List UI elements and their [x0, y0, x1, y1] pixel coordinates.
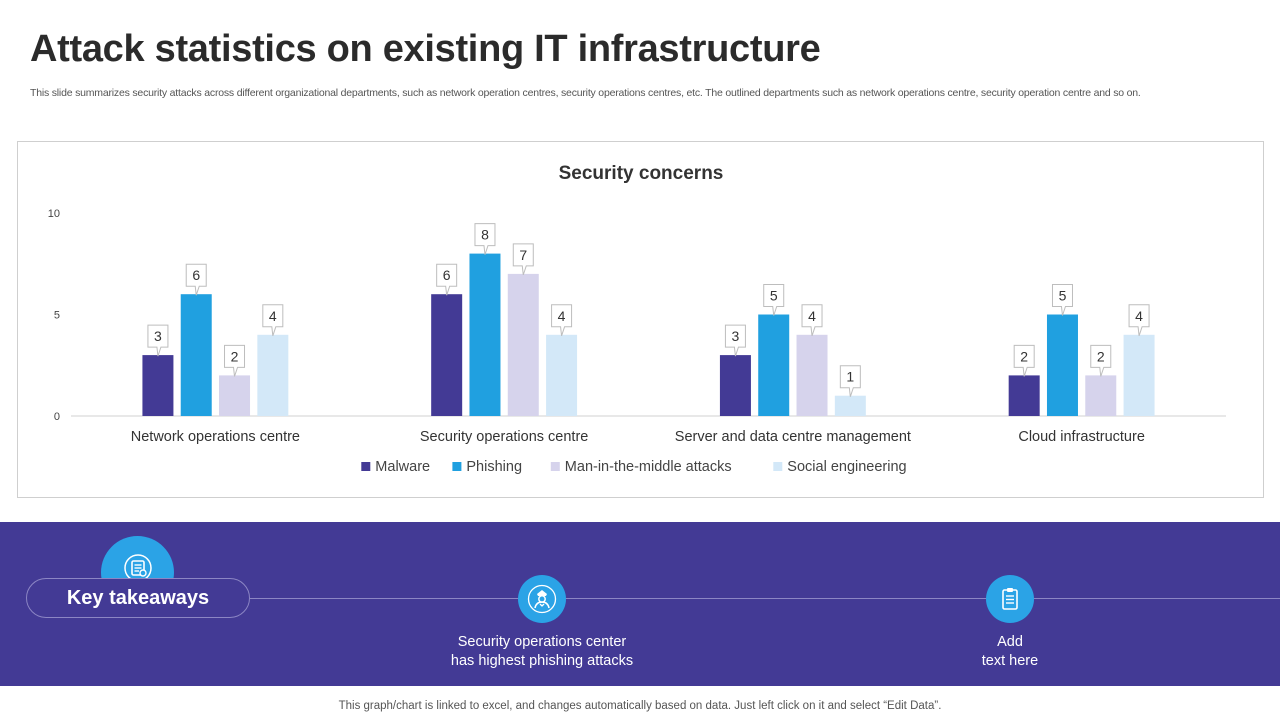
chart-container[interactable]: Security concerns 0 5 10 3 6 2 4 Network operati…	[17, 141, 1264, 498]
bar	[834, 395, 866, 416]
data-label: 4	[808, 308, 816, 324]
bar	[1046, 314, 1078, 416]
data-label: 5	[770, 288, 778, 304]
data-label-callout	[1090, 344, 1112, 377]
y-tick-label: 10	[48, 208, 60, 220]
data-label: 1	[846, 369, 854, 385]
bar	[546, 334, 578, 416]
y-tick-label: 0	[54, 411, 60, 423]
page-subtitle: This slide summarizes security attacks a…	[30, 87, 1141, 99]
takeaway-2-text[interactable]: Add text here	[880, 633, 1140, 671]
clipboard-icon	[1002, 588, 1018, 610]
takeaway-2-line2: text here	[981, 653, 1039, 669]
data-label-callout	[724, 324, 746, 357]
page-title: Attack statistics on existing IT infrast…	[30, 28, 821, 70]
legend-swatch	[550, 462, 560, 471]
bar-chart[interactable]: Security concerns 0 5 10 3 6 2 4 Network operati…	[18, 142, 1265, 499]
bar	[1008, 375, 1040, 416]
data-label-callout	[147, 324, 169, 357]
data-label-callout	[801, 304, 823, 336]
data-label: 2	[1020, 348, 1028, 364]
data-label-callout	[224, 344, 246, 377]
bar	[1085, 375, 1117, 416]
data-label: 6	[192, 267, 200, 283]
data-label: 3	[732, 328, 740, 344]
legend-label: Man-in-the-middle attacks	[565, 459, 732, 475]
data-label: 2	[1097, 348, 1105, 364]
bar	[507, 273, 539, 416]
bar	[796, 334, 828, 416]
data-label-callout	[763, 284, 785, 316]
chart-title: Security concerns	[559, 163, 724, 184]
x-tick-label: Cloud infrastructure	[1018, 429, 1145, 445]
x-tick-label: Network operations centre	[131, 429, 300, 445]
takeaway-2-icon-circle	[986, 575, 1034, 623]
bar	[758, 314, 790, 416]
takeaway-1-line2: has highest phishing attacks	[450, 653, 634, 669]
data-label-callout	[1013, 344, 1035, 377]
data-label-callout	[436, 263, 458, 296]
data-label-callout	[474, 223, 496, 255]
bar	[719, 355, 751, 416]
legend-swatch	[361, 462, 371, 471]
data-label-callout	[512, 243, 534, 276]
legend-swatch	[773, 462, 783, 471]
takeaway-1-line1: Security operations center	[457, 634, 627, 650]
data-label: 4	[269, 308, 277, 324]
data-label: 7	[519, 247, 527, 263]
takeaway-2-line1: Add	[997, 634, 1023, 650]
takeaway-1-text: Security operations center has highest p…	[412, 633, 672, 671]
footer-note: This graph/chart is linked to excel, and…	[338, 700, 942, 712]
data-label-callout	[262, 304, 284, 336]
data-label: 2	[231, 348, 239, 364]
bar	[431, 294, 463, 416]
data-label-callout	[1051, 284, 1073, 316]
bar	[142, 355, 174, 416]
timeline-line	[248, 598, 1280, 599]
security-officer-icon	[527, 584, 557, 614]
legend-label: Social engineering	[787, 459, 906, 475]
key-takeaways-label: Key takeaways	[26, 578, 250, 618]
data-label: 4	[1135, 308, 1143, 324]
x-tick-label: Security operations centre	[420, 429, 588, 445]
data-label: 3	[154, 328, 162, 344]
legend-swatch	[452, 462, 462, 471]
data-label-callout	[1128, 304, 1150, 336]
data-label: 5	[1059, 288, 1067, 304]
data-label: 8	[481, 227, 489, 243]
takeaway-1-icon-circle	[518, 575, 566, 623]
data-label: 6	[443, 267, 451, 283]
x-tick-label: Server and data centre management	[675, 429, 911, 445]
data-label: 4	[558, 308, 566, 324]
data-label-callout	[185, 263, 207, 296]
bar	[469, 253, 501, 416]
data-label-callout	[551, 304, 573, 336]
bar	[219, 375, 251, 416]
legend-label: Malware	[375, 459, 430, 475]
data-label-callout	[839, 365, 861, 397]
bar	[180, 294, 212, 416]
legend-label: Phishing	[466, 459, 522, 475]
bar	[257, 334, 289, 416]
y-tick-label: 5	[54, 310, 60, 322]
takeaways-band: Key takeaways Security operations center…	[0, 522, 1280, 686]
bar	[1123, 334, 1155, 416]
